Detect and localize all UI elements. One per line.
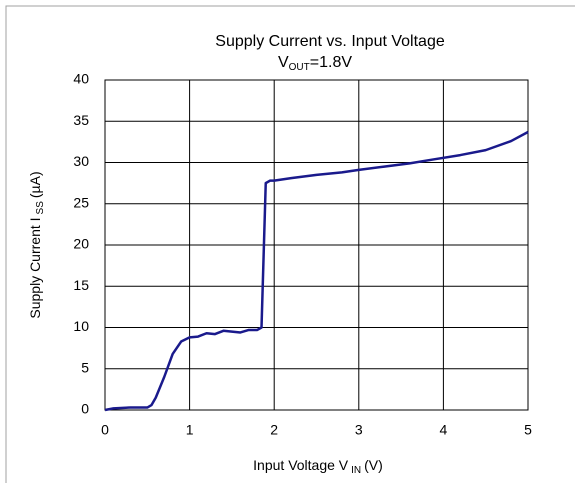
y-tick-label: 0 [81, 401, 89, 417]
y-tick-label: 20 [73, 236, 89, 252]
y-label-part: (µA) [27, 171, 43, 198]
plot-area [104, 79, 529, 411]
y-tick-label: 15 [73, 277, 89, 293]
frame [5, 5, 575, 483]
subtitle-subscript: OUT [289, 62, 310, 73]
y-axis-label: Supply Current I SS (µA) [27, 171, 46, 318]
y-tick-label: 10 [73, 318, 89, 334]
x-tick-label: 0 [101, 422, 109, 438]
x-label-part: Input Voltage V [253, 457, 349, 473]
x-tick-label: 5 [524, 422, 532, 438]
chart-title: Supply Current vs. Input Voltage [215, 33, 445, 50]
x-label-subscript: IN [351, 465, 361, 476]
y-tick-label: 40 [73, 71, 89, 87]
y-tick-label: 5 [81, 359, 89, 375]
x-tick-label: 3 [355, 422, 363, 438]
x-tick-label: 4 [440, 422, 448, 438]
y-tick-label: 35 [73, 112, 89, 128]
subtitle-part: V [278, 54, 289, 71]
data-line [104, 130, 529, 412]
y-label-part: Supply Current I [27, 217, 43, 318]
x-label-part: (V) [364, 457, 383, 473]
chart-subtitle: VOUT=1.8V [278, 54, 352, 72]
y-tick-label: 25 [73, 194, 89, 210]
subtitle-part: =1.8V [310, 54, 353, 71]
x-tick-label: 1 [186, 422, 194, 438]
y-label-subscript: SS [35, 201, 46, 215]
x-axis-label: Input Voltage V IN (V) [253, 457, 383, 476]
x-tick-label: 2 [270, 422, 278, 438]
y-tick-label: 30 [73, 153, 89, 169]
